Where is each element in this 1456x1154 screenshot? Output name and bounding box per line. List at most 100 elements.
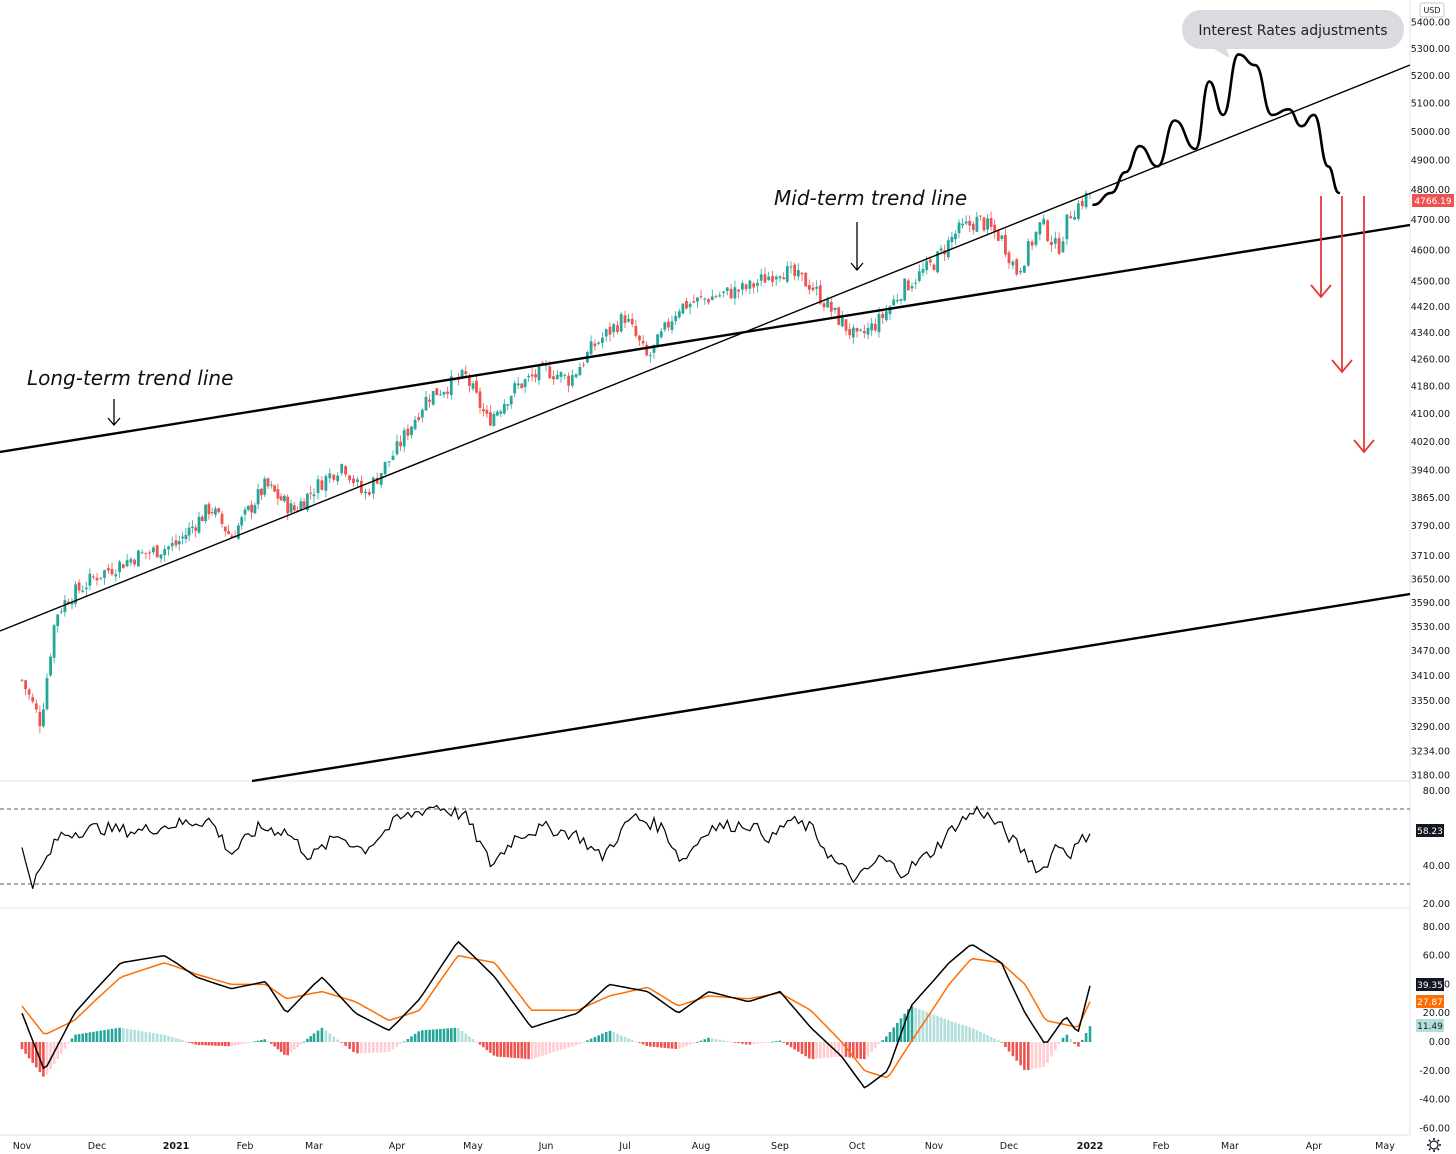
macd-histogram-bar — [1023, 1042, 1026, 1070]
macd-histogram-bar — [421, 1030, 424, 1042]
candle — [892, 295, 896, 306]
macd-histogram-bar — [822, 1042, 826, 1058]
candle — [253, 502, 257, 515]
candle — [152, 545, 155, 555]
candle — [492, 411, 496, 427]
macd-histogram-bar — [220, 1042, 224, 1046]
price-tick-label: 5200.00 — [1411, 71, 1450, 82]
price-axis[interactable]: 5400.00 5300.00 5200.00 5100.00 5000.00 4900.… — [1411, 17, 1450, 1134]
macd-histogram-bar — [1038, 1042, 1042, 1068]
macd-histogram-bar — [181, 1040, 184, 1042]
candle — [1030, 239, 1034, 251]
candle — [692, 294, 696, 304]
candle — [954, 230, 957, 245]
macd-histogram-bar — [312, 1033, 316, 1042]
lower-trend-line[interactable] — [251, 592, 1411, 783]
macd-histogram-bar — [520, 1042, 523, 1059]
macd-histogram-bar — [903, 1013, 906, 1042]
macd-histogram-bar — [936, 1016, 939, 1042]
macd-histogram-bar — [859, 1042, 862, 1059]
macd-histogram-bar — [227, 1042, 230, 1047]
candle — [181, 532, 184, 545]
candle — [616, 321, 619, 335]
macd-histogram-bar — [681, 1042, 685, 1048]
macd-histogram-bar — [276, 1042, 280, 1050]
interest-rates-callout[interactable]: Interest Rates adjustments — [1182, 10, 1404, 58]
macd-histogram-bar — [482, 1042, 485, 1048]
long-term-trend-label: Long-term trend line — [27, 366, 233, 390]
macd-histogram-bar — [344, 1042, 347, 1046]
candle — [552, 370, 555, 385]
candle — [478, 387, 482, 414]
macd-histogram-bar — [943, 1018, 946, 1042]
candle — [402, 427, 406, 453]
candle — [1000, 234, 1004, 242]
candle — [848, 323, 852, 340]
macd-histogram-bar — [309, 1036, 312, 1042]
settings-gear-icon[interactable] — [1427, 1138, 1441, 1152]
macd-histogram-bar — [70, 1038, 74, 1042]
macd-histogram-bar — [1042, 1042, 1045, 1067]
macd-histogram-bar — [122, 1028, 125, 1042]
candle — [855, 327, 859, 338]
long-term-trend-line[interactable] — [0, 223, 1411, 454]
macd-histogram-bar — [137, 1030, 140, 1042]
candle — [316, 475, 320, 500]
candle — [513, 380, 517, 397]
candle — [328, 468, 332, 484]
macd-histogram-bar — [163, 1035, 166, 1042]
currency-badge[interactable] — [1419, 2, 1445, 18]
candle — [506, 403, 510, 410]
macd-histogram-bar — [616, 1033, 619, 1042]
macd-histogram-bar — [1000, 1042, 1004, 1043]
macd-histogram-bar — [815, 1042, 818, 1059]
macd-histogram-bar — [752, 1042, 755, 1045]
time-axis[interactable]: Nov Dec 2021 Feb Mar Apr May Jun Jul Aug Sep Oct Nov… — [13, 1141, 1395, 1152]
macd-histogram-bar — [266, 1041, 270, 1042]
macd-signal-line[interactable] — [21, 954, 1091, 1079]
macd-histogram-bar — [270, 1042, 273, 1044]
macd-histogram-bar — [556, 1042, 559, 1052]
candle — [570, 369, 574, 389]
price-tick-label: 3290.00 — [1411, 722, 1450, 733]
candle — [200, 514, 204, 522]
projected-price-path[interactable] — [1092, 53, 1341, 207]
macd-histogram-bar — [726, 1041, 729, 1042]
candle — [1053, 231, 1057, 249]
macd-histogram-bar — [782, 1042, 785, 1043]
macd-histogram-bar — [224, 1042, 227, 1047]
macd-histogram-bar — [601, 1033, 604, 1042]
price-tick-label: 3865.00 — [1411, 493, 1450, 504]
macd-histogram-bar — [574, 1042, 578, 1046]
candle — [537, 364, 541, 385]
macd-histogram-bar — [85, 1032, 88, 1042]
macd-histogram-bar — [982, 1033, 986, 1042]
macd-histogram-bar — [656, 1042, 659, 1048]
macd-histogram-bar — [125, 1028, 129, 1042]
macd-histogram-bar — [896, 1022, 899, 1042]
mid-term-trend-line[interactable] — [0, 64, 1411, 632]
candle — [435, 388, 439, 396]
price-tick-label: 3650.00 — [1411, 574, 1450, 585]
candle — [895, 294, 899, 304]
macd-histogram-bar — [707, 1037, 710, 1042]
price-tick-label: 4340.00 — [1411, 328, 1450, 339]
macd-histogram-bar — [417, 1031, 420, 1042]
candle — [367, 488, 371, 497]
candle — [424, 391, 428, 411]
rsi-line[interactable] — [21, 804, 1091, 889]
macd-histogram-bar — [667, 1042, 670, 1049]
macd-histogram-bar — [316, 1030, 320, 1042]
candle — [1061, 236, 1065, 253]
candle — [413, 416, 417, 431]
macd-histogram-bar — [340, 1042, 343, 1043]
macd-histogram-bar — [1019, 1042, 1022, 1066]
macd-hist-value: 11.49 — [1417, 1022, 1443, 1032]
macd-value-tag: 39.35 — [1416, 978, 1444, 991]
macd-line[interactable] — [21, 940, 1091, 1089]
candle — [1004, 228, 1007, 258]
macd-histogram-bar — [95, 1031, 99, 1042]
macd-histogram-bar — [989, 1037, 993, 1042]
macd-histogram-bar — [986, 1035, 989, 1042]
